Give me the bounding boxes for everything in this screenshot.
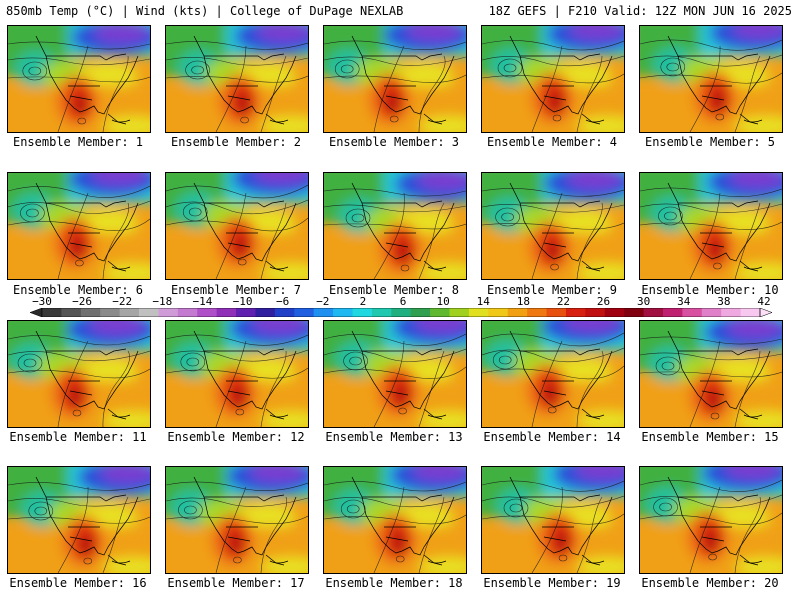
colorbar-tick-label: 2: [359, 295, 367, 308]
member-label-5: Ensemble Member: 5: [644, 135, 776, 149]
member-map-11: [7, 320, 151, 428]
member-label-10: Ensemble Member: 10: [641, 283, 779, 297]
member-label-7: Ensemble Member: 7: [170, 283, 302, 297]
colorbar-tick-label: −18: [152, 295, 173, 308]
member-map-17: [165, 466, 309, 574]
colorbar-tick-label: −14: [192, 295, 213, 308]
member-label-16: Ensemble Member: 16: [9, 576, 147, 590]
member-label-2: Ensemble Member: 2: [170, 135, 302, 149]
member-label-17: Ensemble Member: 17: [167, 576, 305, 590]
member-map-7: [165, 172, 309, 280]
colorbar-tick-label: −26: [72, 295, 93, 308]
colorbar-tick-label: −10: [232, 295, 253, 308]
member-label-13: Ensemble Member: 13: [325, 430, 463, 444]
member-label-14: Ensemble Member: 14: [483, 430, 621, 444]
member-label-18: Ensemble Member: 18: [325, 576, 463, 590]
member-label-8: Ensemble Member: 8: [328, 283, 460, 297]
colorbar-tick-label: 6: [399, 295, 407, 308]
colorbar-tick-label: −30: [32, 295, 52, 308]
member-label-9: Ensemble Member: 9: [486, 283, 618, 297]
colorbar-tick-label: 30: [637, 295, 651, 308]
member-map-18: [323, 466, 467, 574]
member-label-3: Ensemble Member: 3: [328, 135, 460, 149]
member-map-2: [165, 25, 309, 133]
member-map-8: [323, 172, 467, 280]
member-label-15: Ensemble Member: 15: [641, 430, 779, 444]
colorbar-tick-label: 42: [757, 295, 771, 308]
member-label-6: Ensemble Member: 6: [12, 283, 144, 297]
member-map-16: [7, 466, 151, 574]
colorbar-tick-label: 38: [717, 295, 731, 308]
member-map-6: [7, 172, 151, 280]
title-right: 18Z GEFS | F210 Valid: 12Z MON JUN 16 20…: [488, 4, 792, 18]
member-label-11: Ensemble Member: 11: [9, 430, 147, 444]
member-map-20: [639, 466, 783, 574]
member-map-14: [481, 320, 625, 428]
colorbar-tick-label: 22: [556, 295, 571, 308]
member-map-9: [481, 172, 625, 280]
member-label-19: Ensemble Member: 19: [483, 576, 621, 590]
member-map-15: [639, 320, 783, 428]
colorbar-tick-label: −22: [112, 295, 133, 308]
member-map-5: [639, 25, 783, 133]
member-label-20: Ensemble Member: 20: [641, 576, 779, 590]
colorbar-tick-label: −2: [316, 295, 330, 308]
colorbar-tick-label: 10: [436, 295, 450, 308]
temperature-colorbar: [30, 308, 772, 317]
colorbar-tick-label: 14: [476, 295, 490, 308]
member-map-3: [323, 25, 467, 133]
member-map-12: [165, 320, 309, 428]
colorbar-tick-label: −6: [276, 295, 290, 308]
member-map-4: [481, 25, 625, 133]
member-map-10: [639, 172, 783, 280]
colorbar-tick-label: 26: [596, 295, 611, 308]
member-label-12: Ensemble Member: 12: [167, 430, 305, 444]
title-left: 850mb Temp (°C) | Wind (kts) | College o…: [6, 4, 404, 18]
member-label-1: Ensemble Member: 1: [12, 135, 144, 149]
member-label-4: Ensemble Member: 4: [486, 135, 618, 149]
member-map-1: [7, 25, 151, 133]
colorbar-tick-label: 18: [516, 295, 530, 308]
colorbar-tick-label: 34: [677, 295, 691, 308]
member-map-13: [323, 320, 467, 428]
member-map-19: [481, 466, 625, 574]
